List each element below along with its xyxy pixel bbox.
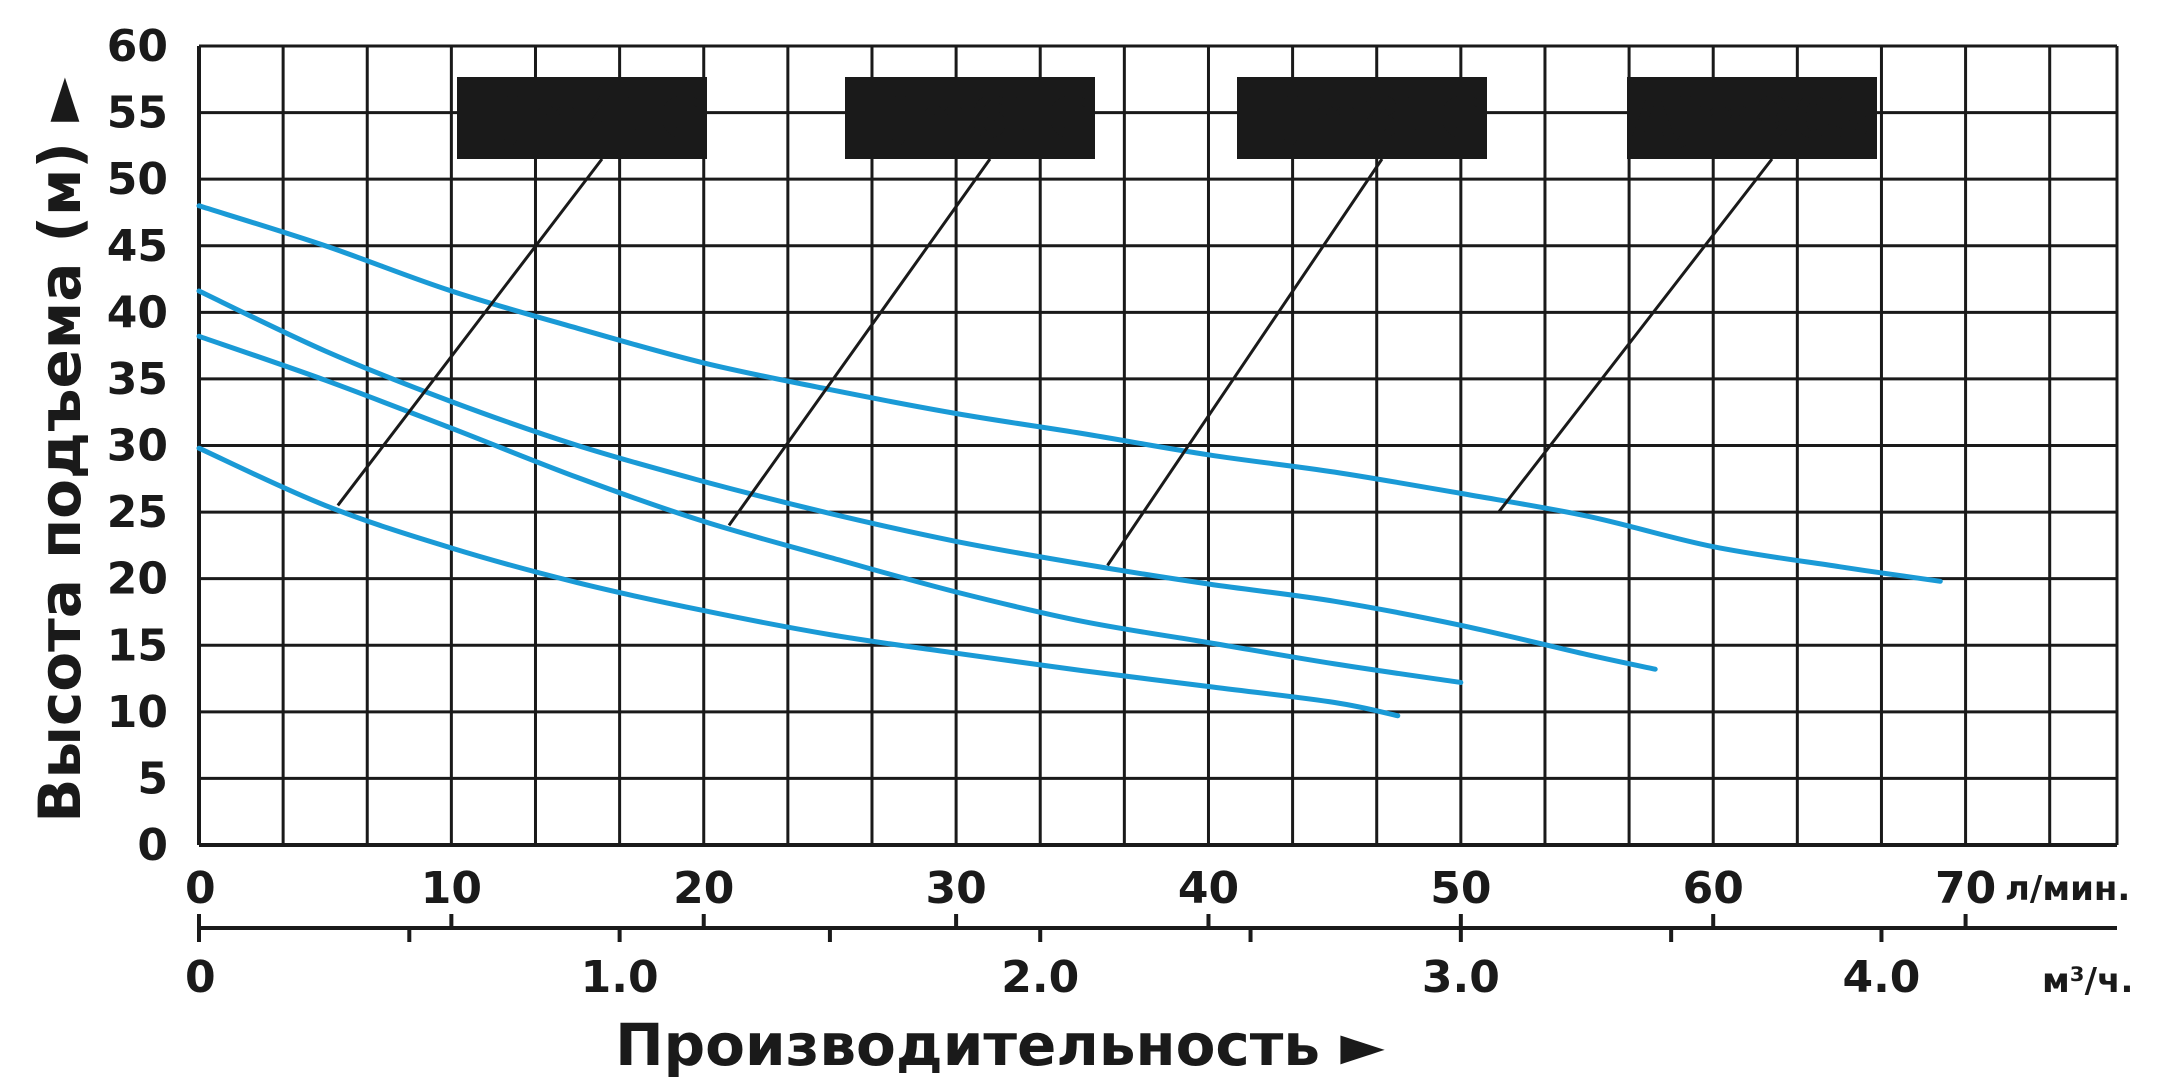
y-axis-title-text: Высота подъема (м) [26, 142, 94, 823]
curve-ejm61c [196, 333, 1464, 685]
curve-ejm41c [196, 445, 1401, 719]
label-box-ejm61c: EJm61C [845, 77, 1095, 159]
x-axis-title-text: Производительность [615, 1011, 1320, 1079]
y-axis-title: Высота подъема (м) ► [26, 77, 94, 823]
y-tick-label: 15 [107, 620, 168, 671]
x-tick-label-primary: 10 [421, 863, 482, 914]
x-tick-label-primary: 40 [1178, 863, 1239, 914]
curve-ejm81c [196, 288, 1658, 672]
label-box-ejm81c: EJm81C [1237, 77, 1487, 159]
x-tick-label-secondary: 4.0 [1842, 952, 1920, 1003]
y-tick-label: 0 [137, 820, 168, 871]
label-box-background [845, 77, 1095, 159]
x-tick-label-primary: 20 [673, 863, 734, 914]
leader-line-ejm41c [336, 158, 604, 507]
y-tick-label: 35 [107, 354, 168, 405]
x-unit-secondary: м³/ч. [2042, 961, 2133, 1001]
label-leader-lines [336, 158, 1774, 567]
x-unit-primary: л/мин. [2005, 869, 2130, 909]
series-label-ejm61c: EJm61C [852, 86, 1088, 151]
curve-ajm90s [196, 203, 1943, 584]
series-label-ajm90s: AJm90S [1632, 86, 1873, 151]
y-tick-label: 5 [137, 753, 168, 804]
x-axis-title: Производительность ► [615, 1011, 1385, 1079]
y-tick-label: 25 [107, 487, 168, 538]
y-tick-label: 55 [107, 88, 168, 139]
x-tick-label-secondary: 0 [185, 952, 216, 1003]
leader-line-ejm81c [1106, 158, 1384, 567]
label-box-background [457, 77, 707, 159]
x-tick-label-primary: 50 [1430, 863, 1491, 914]
series-labels: EJm41C EJm61C EJm81C AJm90S [457, 77, 1877, 159]
performance-curves [196, 203, 1943, 719]
y-axis-arrow-icon: ► [26, 77, 94, 142]
y-axis: 0 5 10 15 20 25 30 35 40 45 50 55 60 [107, 21, 168, 871]
x-tick-label-secondary: 3.0 [1422, 952, 1500, 1003]
label-box-background [1627, 77, 1877, 159]
x-tick-label-primary: 30 [925, 863, 986, 914]
series-label-ejm81c: EJm81C [1244, 86, 1480, 151]
x-axis-cubic-meters-per-hour: м³/ч. 0 1.0 2.0 3.0 4.0 [185, 914, 2133, 1003]
y-tick-label: 50 [107, 154, 168, 205]
y-tick-label: 30 [107, 421, 168, 472]
x-tick-label-secondary: 2.0 [1001, 952, 1079, 1003]
x-tick-label-primary: 0 [185, 863, 216, 914]
y-tick-label: 20 [107, 554, 168, 605]
y-tick-label: 45 [107, 221, 168, 272]
label-box-background [1237, 77, 1487, 159]
x-axis-arrow-icon: ► [1320, 1011, 1385, 1079]
leader-line-ajm90s [1497, 158, 1774, 514]
y-tick-label: 10 [107, 687, 168, 738]
x-tick-label-secondary: 1.0 [581, 952, 659, 1003]
x-tick-label-primary: 60 [1683, 863, 1744, 914]
label-box-ejm41c: EJm41C [457, 77, 707, 159]
label-box-ajm90s: AJm90S [1627, 77, 1877, 159]
leader-line-ejm61c [727, 158, 992, 527]
y-tick-label: 60 [107, 21, 168, 72]
x-tick-label-primary: 70 [1935, 863, 1996, 914]
x-axis-liters-per-minute: л/мин. 0 10 20 30 40 50 60 70 [185, 863, 2130, 914]
y-tick-label: 40 [107, 287, 168, 338]
series-label-ejm41c: EJm41C [464, 86, 700, 151]
